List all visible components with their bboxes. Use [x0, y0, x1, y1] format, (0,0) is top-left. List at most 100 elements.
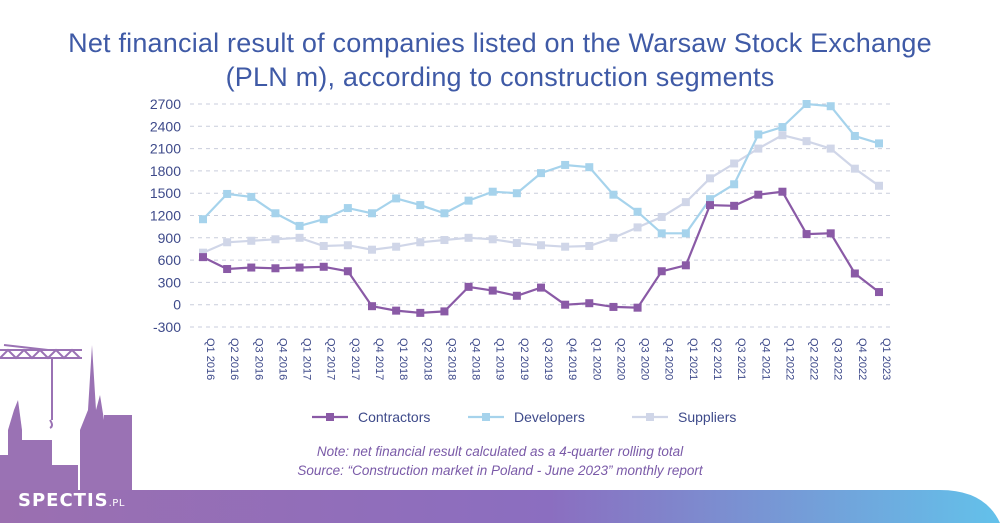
- data-point-suppliers: [875, 181, 883, 190]
- x-tick-label: Q2 2020: [614, 338, 626, 380]
- data-point-contractors: [392, 306, 401, 315]
- legend-marker-contractors: [326, 413, 334, 421]
- data-point-developers: [247, 192, 256, 201]
- legend-label-suppliers: Suppliers: [678, 409, 736, 425]
- data-point-contractors: [633, 303, 642, 312]
- data-point-developers: [416, 201, 425, 210]
- data-point-developers: [343, 204, 352, 213]
- y-tick-label: 1500: [150, 185, 181, 201]
- legend-marker-developers: [482, 413, 490, 421]
- x-tick-label: Q3 2018: [445, 338, 457, 380]
- brand-logo[interactable]: SPECTIS.PL: [18, 490, 125, 511]
- legend-label-contractors: Contractors: [358, 409, 430, 425]
- data-point-contractors: [754, 190, 763, 199]
- data-point-contractors: [416, 308, 425, 317]
- data-point-suppliers: [343, 241, 352, 250]
- data-point-suppliers: [537, 241, 545, 250]
- crane-icon: [0, 344, 82, 429]
- y-tick-label: 2100: [150, 141, 181, 157]
- data-point-suppliers: [609, 233, 618, 242]
- x-tick-label: Q2 2021: [711, 338, 723, 380]
- data-point-developers: [850, 131, 859, 140]
- data-point-suppliers: [271, 235, 280, 244]
- data-point-contractors: [585, 299, 594, 308]
- data-point-developers: [271, 209, 280, 218]
- y-tick-label: 0: [173, 297, 181, 313]
- data-point-suppliers: [561, 242, 570, 251]
- chart-source: Source: “Construction market in Poland -…: [297, 463, 703, 478]
- data-point-suppliers: [754, 144, 763, 153]
- data-point-contractors: [295, 263, 304, 272]
- y-tick-label: 2700: [150, 96, 181, 112]
- data-point-suppliers: [730, 159, 739, 168]
- data-point-developers: [778, 123, 787, 132]
- data-point-suppliers: [850, 164, 859, 173]
- x-tick-label: Q1 2016: [204, 338, 216, 380]
- x-tick-label: Q3 2021: [735, 338, 747, 380]
- data-point-contractors: [802, 230, 811, 239]
- x-tick-label: Q4 2016: [276, 338, 288, 380]
- data-point-contractors: [271, 264, 280, 273]
- x-tick-label: Q4 2017: [373, 338, 385, 380]
- x-tick-label: Q4 2021: [759, 338, 771, 380]
- data-point-suppliers: [416, 238, 425, 247]
- data-point-contractors: [537, 283, 545, 292]
- line-chart: -300 0 300 600 900 1200 1500 1800 2100 2400 2700 Q1…: [150, 96, 893, 425]
- data-point-developers: [512, 189, 521, 198]
- data-point-contractors: [319, 262, 328, 271]
- y-tick-label: -300: [153, 319, 181, 335]
- x-tick-label: Q4 2019: [566, 338, 578, 380]
- y-tick-label: 300: [158, 274, 182, 290]
- x-tick-label: Q4 2022: [856, 338, 868, 380]
- x-tick-label: Q3 2022: [832, 338, 844, 380]
- data-point-suppliers: [633, 223, 642, 232]
- data-point-developers: [585, 163, 594, 172]
- x-tick-label: Q4 2020: [663, 338, 675, 380]
- data-point-suppliers: [681, 198, 690, 207]
- x-tick-label: Q1 2021: [687, 338, 699, 380]
- data-point-developers: [754, 130, 763, 139]
- data-point-developers: [537, 169, 545, 178]
- data-point-developers: [392, 194, 401, 203]
- data-point-suppliers: [368, 245, 376, 254]
- x-tick-label: Q1 2017: [301, 338, 313, 380]
- data-point-contractors: [440, 307, 449, 316]
- data-point-contractors: [247, 263, 256, 272]
- data-point-contractors: [609, 302, 618, 311]
- x-tick-label: Q1 2018: [397, 338, 409, 380]
- data-point-developers: [199, 215, 207, 224]
- data-point-suppliers: [778, 131, 787, 140]
- data-point-contractors: [778, 187, 787, 196]
- legend-marker-suppliers: [646, 413, 654, 421]
- data-point-developers: [633, 207, 642, 216]
- data-point-suppliers: [392, 242, 401, 251]
- data-point-contractors: [561, 300, 570, 309]
- data-point-developers: [706, 195, 714, 204]
- data-point-developers: [875, 139, 883, 148]
- data-point-developers: [488, 187, 497, 196]
- data-point-contractors: [730, 201, 739, 210]
- x-tick-label: Q3 2019: [542, 338, 554, 380]
- data-point-developers: [609, 190, 618, 199]
- data-point-suppliers: [319, 241, 328, 250]
- data-point-suppliers: [706, 174, 714, 183]
- data-point-suppliers: [464, 233, 473, 242]
- data-point-contractors: [850, 269, 859, 278]
- x-tick-label: Q4 2018: [470, 338, 482, 380]
- data-point-contractors: [343, 267, 352, 276]
- chart-title-line1: Net financial result of companies listed…: [68, 28, 932, 58]
- data-point-developers: [368, 209, 376, 218]
- y-tick-label: 600: [158, 252, 182, 268]
- data-point-suppliers: [440, 236, 449, 245]
- x-tick-label: Q2 2017: [325, 338, 337, 380]
- data-point-developers: [657, 229, 666, 238]
- x-tick-label: Q2 2022: [808, 338, 820, 380]
- data-point-contractors: [464, 282, 473, 291]
- footer-band: [0, 490, 1000, 523]
- x-tick-label: Q1 2020: [590, 338, 602, 380]
- data-point-developers: [802, 100, 811, 108]
- data-point-suppliers: [512, 239, 521, 248]
- data-point-developers: [319, 215, 328, 224]
- x-tick-label: Q1 2022: [783, 338, 795, 380]
- legend-label-developers: Developers: [514, 409, 585, 425]
